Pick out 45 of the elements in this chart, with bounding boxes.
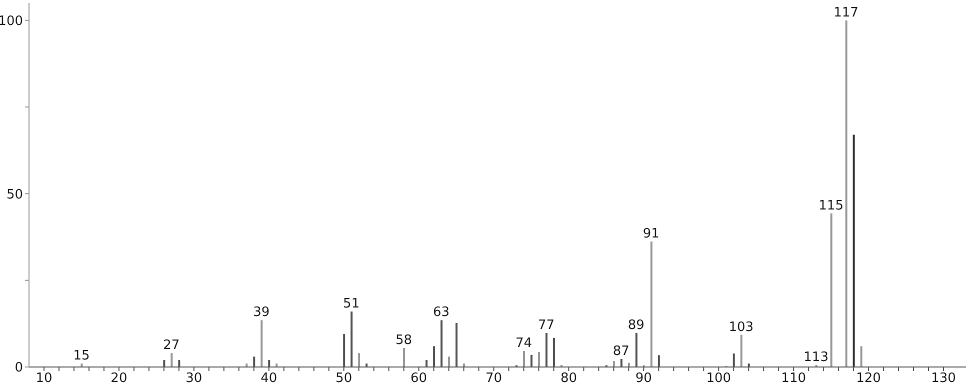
bar (403, 348, 406, 367)
annotation: 58 (396, 332, 412, 348)
bar (522, 351, 525, 367)
y-tick-label: 100 (0, 14, 23, 29)
y-tick-label: 0 (14, 360, 23, 376)
annotation: 87 (612, 344, 630, 360)
x-tick-label: 110 (781, 371, 806, 386)
annotation: 15 (73, 348, 90, 364)
annotation: 51 (343, 296, 360, 312)
bar (650, 242, 652, 367)
x-tick-label: 30 (186, 371, 202, 386)
annotation: 63 (433, 305, 450, 320)
x-tick-label: 130 (931, 371, 956, 386)
bar (260, 320, 263, 367)
x-tick-label: 70 (485, 371, 502, 386)
annotation: 74 (515, 336, 532, 352)
bar (170, 353, 173, 367)
annotation: 27 (163, 338, 180, 354)
x-tick-label: 90 (635, 371, 652, 386)
bar (830, 213, 832, 367)
x-tick-label: 20 (110, 371, 128, 386)
bar (740, 334, 742, 367)
y-tick-label: 50 (6, 187, 23, 202)
x-tick-label: 100 (706, 371, 732, 386)
bar (612, 361, 615, 367)
x-tick-label: 40 (260, 371, 278, 386)
annotation: 117 (834, 5, 858, 20)
annotation: 113 (804, 350, 828, 365)
annotation: 89 (628, 318, 644, 334)
x-tick-label: 50 (336, 371, 352, 386)
annotation: 115 (818, 198, 844, 214)
bar (538, 352, 540, 367)
annotation: 39 (253, 305, 270, 320)
annotation: 77 (538, 318, 554, 334)
x-tick-label: 120 (856, 371, 881, 386)
x-tick-label: 80 (560, 371, 577, 386)
bar (852, 134, 855, 367)
x-tick-label: 60 (410, 371, 428, 386)
annotation: 91 (642, 226, 660, 242)
bar (845, 20, 848, 367)
bar (358, 353, 360, 367)
x-tick-label: 10 (36, 371, 52, 386)
bar (860, 346, 862, 367)
bar (448, 356, 450, 367)
annotation: 103 (728, 320, 754, 335)
